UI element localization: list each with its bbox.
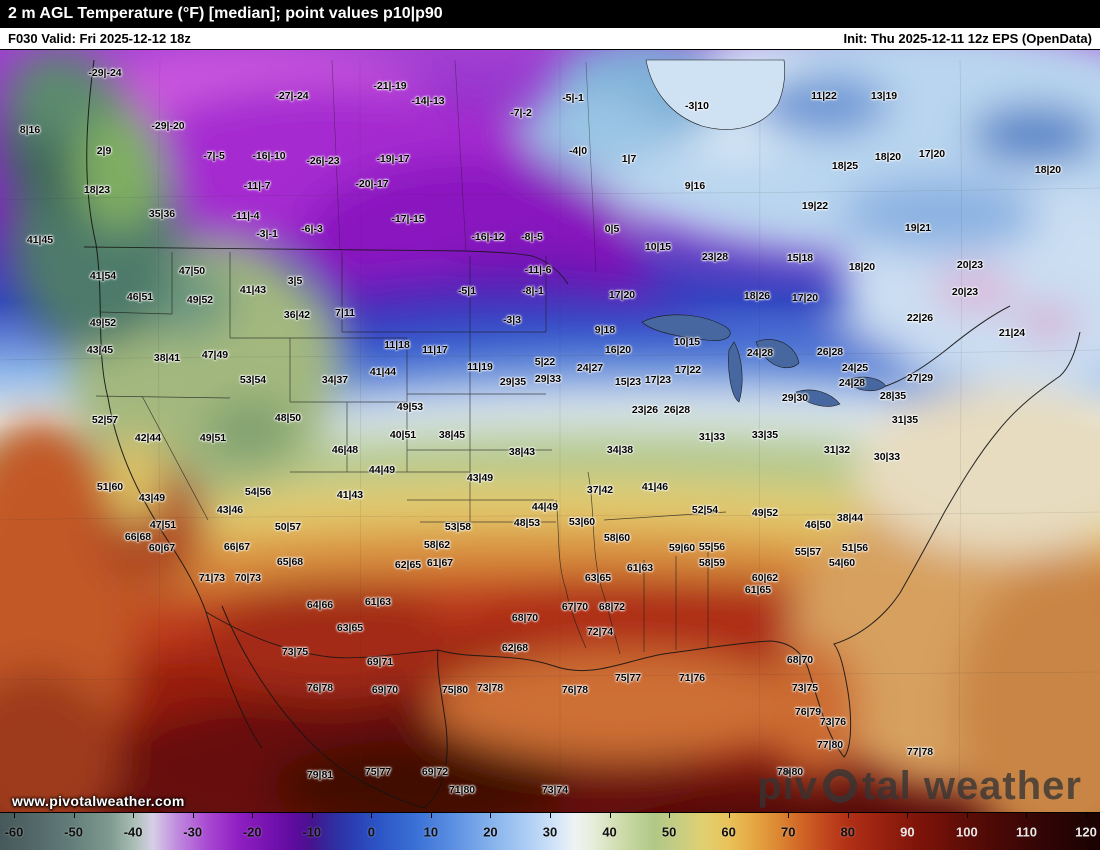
hudson-bay bbox=[645, 59, 786, 130]
colorbar-tick bbox=[728, 813, 730, 818]
colorbar-tick-label: 60 bbox=[721, 824, 736, 839]
colorbar-tick bbox=[371, 813, 373, 818]
colorbar-tick bbox=[550, 813, 551, 818]
colorbar-tick bbox=[430, 813, 432, 818]
watermark-url: www.pivotalweather.com bbox=[12, 793, 185, 809]
colorbar-tick bbox=[311, 813, 313, 818]
colorbar-tick bbox=[192, 813, 194, 818]
colorbar-tick-label: 80 bbox=[840, 824, 855, 839]
colorbar-tick bbox=[1086, 813, 1087, 818]
colorbar-tick bbox=[609, 813, 611, 818]
colorbar-tick-label: 90 bbox=[900, 824, 915, 839]
colorbar-tick-label: -60 bbox=[4, 824, 24, 839]
colorbar-tick bbox=[907, 813, 909, 818]
colorbar-tick-label: 40 bbox=[602, 824, 617, 839]
colorbar-tick-label: 120 bbox=[1075, 824, 1097, 839]
logo-text-left: piv bbox=[757, 764, 819, 808]
coastlines bbox=[86, 59, 1081, 809]
weather-map: -29|-24 -27|-24 -21|-19 -14|-13 -7|-2 -5|-1 -3… bbox=[0, 50, 1100, 812]
state-borders bbox=[95, 252, 727, 655]
colorbar-tick bbox=[14, 813, 15, 818]
valid-time-label: F030 Valid: Fri 2025-12-12 18z bbox=[8, 31, 191, 46]
colorbar-tick bbox=[133, 813, 135, 818]
subtitle-bar: F030 Valid: Fri 2025-12-12 18z Init: Thu… bbox=[0, 28, 1100, 50]
lake-erie bbox=[795, 389, 841, 407]
lake-huron bbox=[755, 339, 800, 369]
colorbar-tick bbox=[669, 813, 671, 818]
province-borders bbox=[331, 59, 597, 273]
colorbar-tick bbox=[73, 813, 75, 818]
title-bar: 2 m AGL Temperature (°F) [median]; point… bbox=[0, 0, 1100, 28]
lakes bbox=[641, 59, 887, 407]
colorbar-tick-label: -20 bbox=[242, 824, 262, 839]
colorbar-tick bbox=[1026, 813, 1028, 818]
logo-text-right: tal weather bbox=[862, 764, 1082, 808]
colorbar-tick-label: 10 bbox=[423, 824, 439, 839]
colorbar-tick-label: -50 bbox=[64, 824, 83, 839]
temperature-field bbox=[0, 50, 1100, 812]
colorbar-tick-label: 100 bbox=[956, 824, 978, 839]
colorbar-tick bbox=[966, 813, 968, 818]
colorbar-tick-label: 70 bbox=[780, 824, 796, 839]
logo-ring-icon bbox=[823, 769, 858, 803]
colorbar-gradient bbox=[0, 813, 1100, 850]
field-blobs bbox=[0, 50, 1100, 812]
colorbar-tick bbox=[847, 813, 849, 818]
colorbar-tick-label: 0 bbox=[367, 824, 375, 839]
colorbar-tick bbox=[252, 813, 254, 818]
lake-michigan bbox=[728, 341, 743, 403]
pivotal-weather-logo: piv tal weather bbox=[757, 766, 1082, 806]
map-title: 2 m AGL Temperature (°F) [median]; point… bbox=[8, 5, 443, 22]
colorbar-tick-label: -40 bbox=[123, 824, 143, 839]
lake-superior bbox=[641, 314, 731, 341]
colorbar: -60 -50 -40 -30 -20 -10 0 10 20 30 40 50 60 70 80 90 100… bbox=[0, 812, 1100, 850]
init-time-label: Init: Thu 2025-12-11 12z EPS (OpenData) bbox=[843, 31, 1092, 46]
colorbar-tick-label: -30 bbox=[183, 824, 203, 839]
country-borders bbox=[83, 246, 569, 659]
colorbar-tick-label: 30 bbox=[542, 824, 558, 839]
colorbar-tick-label: 20 bbox=[483, 824, 498, 839]
colorbar-ticks: -60 -50 -40 -30 -20 -10 0 10 20 30 40 50 60 70 80 90 100… bbox=[0, 813, 1100, 850]
colorbar-tick bbox=[788, 813, 790, 818]
colorbar-tick-label: 110 bbox=[1015, 824, 1037, 839]
colorbar-tick-label: -10 bbox=[302, 824, 322, 839]
colorbar-tick-label: 50 bbox=[661, 824, 677, 839]
colorbar-tick bbox=[490, 813, 492, 818]
